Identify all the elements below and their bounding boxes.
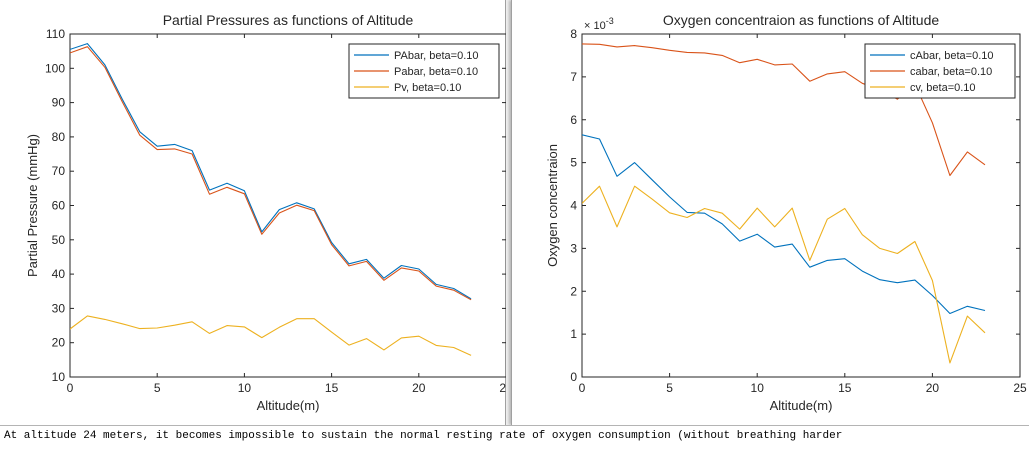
legend-label: cv, beta=0.10 [910,82,976,94]
y-tick-label: 7 [570,70,577,84]
chart-title: Partial Pressures as functions of Altitu… [163,12,414,28]
y-tick-label: 8 [570,27,577,41]
y-tick-label: 90 [52,96,66,110]
x-tick-label: 20 [926,381,940,395]
x-tick-label: 20 [412,381,426,395]
y-tick-label: 2 [570,284,577,298]
series-line-pabar [70,43,472,300]
legend-label: PAbar, beta=0.10 [394,50,479,62]
y-exponent-label: × 10-3 [584,16,614,32]
series-line-pabar [70,46,472,301]
series-group [70,43,472,356]
y-tick-label: 6 [570,113,577,127]
chart-title: Oxygen concentraion as functions of Alti… [663,12,939,28]
command-window-output: At altitude 24 meters, it becomes imposs… [0,425,1029,449]
y-tick-label: 30 [52,301,66,315]
series-line-cabar [582,134,986,315]
series-line-pv [70,315,472,356]
y-tick-label: 100 [45,61,65,75]
y-tick-label: 5 [570,156,577,170]
legend-label: cabar, beta=0.10 [910,66,992,78]
x-axis-label: Altitude(m) [770,398,833,413]
figure-window-oxygen-concentration: 0 5 10 15 20 25 0 1 2 3 4 5 6 7 8 × 10-3 Oxygen concentr… [511,0,1029,425]
y-tick-label: 10 [52,370,66,384]
y-exponent-value: -3 [606,16,614,26]
y-axis-label: Oxygen concentraion [545,144,560,267]
legend-label: Pabar, beta=0.10 [394,66,478,78]
x-axis-label: Altitude(m) [257,398,320,413]
x-tick-label: 5 [154,381,161,395]
x-tick-label: 10 [238,381,252,395]
legend-label: cAbar, beta=0.10 [910,50,993,62]
y-tick-label: 40 [52,267,66,281]
x-tick-label: 5 [666,381,673,395]
x-tick-label: 0 [579,381,586,395]
y-tick-label: 3 [570,241,577,255]
y-tick-label: 110 [46,27,65,41]
x-tick-label: 15 [325,381,339,395]
x-tick-label: 10 [751,381,765,395]
legend-label: Pv, beta=0.10 [394,82,461,94]
y-tick-label: 1 [570,327,577,341]
y-tick-label: 60 [52,199,66,213]
series-line-cv [582,185,986,364]
y-tick-label: 80 [52,130,66,144]
y-tick-label: 4 [570,199,577,213]
y-tick-label: 50 [52,233,66,247]
y-tick-label: 0 [570,370,577,384]
x-tick-label: 15 [838,381,852,395]
figure-window-partial-pressures: 0 5 10 15 20 25 10 20 30 40 50 60 70 80 90 100 110 Partia… [0,0,506,425]
x-tick-label: 25 [1013,381,1027,395]
y-axis-label: Partial Pressure (mmHg) [25,134,40,277]
x-tick-label: 25 [499,381,506,395]
x-tick-label: 0 [67,381,74,395]
y-tick-label: 20 [52,336,66,350]
chart-partial-pressures: 0 5 10 15 20 25 10 20 30 40 50 60 70 80 90 100 110 Partia… [25,12,506,413]
chart-oxygen-concentration: 0 5 10 15 20 25 0 1 2 3 4 5 6 7 8 × 10-3 Oxygen concentr… [545,12,1027,413]
y-tick-label: 70 [52,164,66,178]
